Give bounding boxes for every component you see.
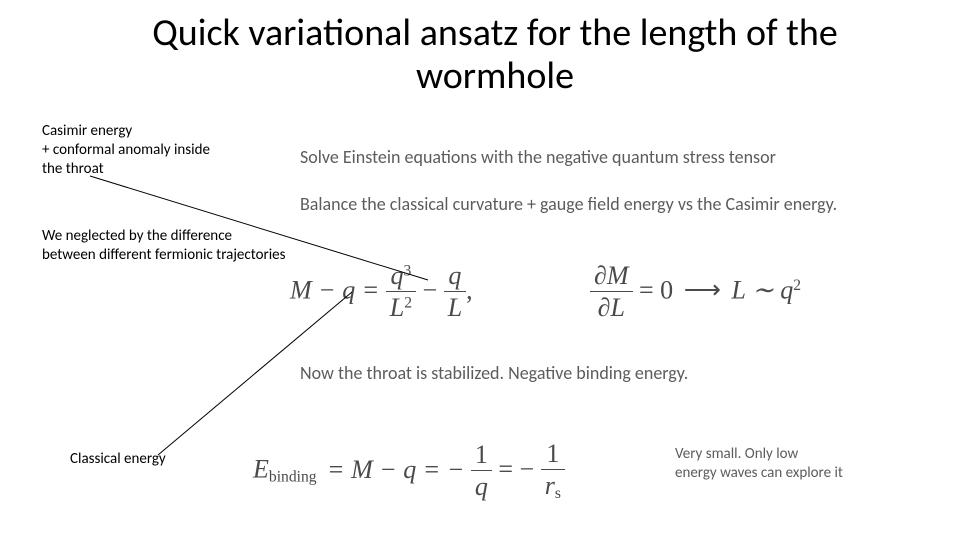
eq-mq-frac1: q3 L2 xyxy=(386,262,416,323)
eq-dml-eq0: = 0 xyxy=(639,275,673,304)
eq-dml-frac: ∂M ∂L xyxy=(590,262,633,323)
eq-ebind: Ebinding = M − q = − 1 q = − 1 rs xyxy=(253,440,565,503)
eq-mq: M − q = q3 L2 − q L , xyxy=(290,262,473,323)
eq-ebind-eq: = M − q = − xyxy=(327,455,464,484)
annot-small-l2: energy waves can explore it xyxy=(675,464,843,482)
annot-neglected-l1: We neglected by the difference xyxy=(42,227,232,245)
eq-mq-lhs: M − q = xyxy=(290,275,379,304)
annot-neglected-l2: between different fermionic trajectories xyxy=(42,246,286,264)
slide: Quick variational ansatz for the length … xyxy=(0,0,960,540)
annot-casimir-l2: + conformal anomaly inside xyxy=(42,141,210,159)
eq-ebind-frac2: 1 rs xyxy=(541,440,565,503)
body-balance: Balance the classical curvature + gauge … xyxy=(300,193,837,215)
slide-title: Quick variational ansatz for the length … xyxy=(85,12,905,97)
eq-dml-arrow: ⟶ xyxy=(684,275,721,304)
eq-ebind-frac1: 1 q xyxy=(471,441,492,502)
eq-dml: ∂M ∂L = 0 ⟶ L ∼ q2 xyxy=(590,262,801,323)
annot-casimir-l1: Casimir energy xyxy=(42,122,132,140)
body-solve: Solve Einstein equations with the negati… xyxy=(300,146,776,168)
body-stabilized: Now the throat is stabilized. Negative b… xyxy=(300,362,688,384)
annot-small-l1: Very small. Only low xyxy=(675,445,798,463)
eq-dml-result: L ∼ q xyxy=(731,275,793,304)
annot-casimir: Casimir energy + conformal anomaly insid… xyxy=(42,122,272,178)
annot-casimir-l3: the throat xyxy=(42,160,104,178)
eq-mq-comma: , xyxy=(466,275,473,304)
eq-ebind-eq2: = − xyxy=(498,455,534,484)
eq-ebind-E: E xyxy=(253,455,269,484)
annot-neglected: We neglected by the difference between d… xyxy=(42,227,362,265)
eq-mq-frac2: q L xyxy=(444,262,466,323)
annot-small: Very small. Only low energy waves can ex… xyxy=(675,445,925,483)
eq-mq-minus: − xyxy=(423,275,438,304)
annot-classical: Classical energy xyxy=(70,450,166,469)
